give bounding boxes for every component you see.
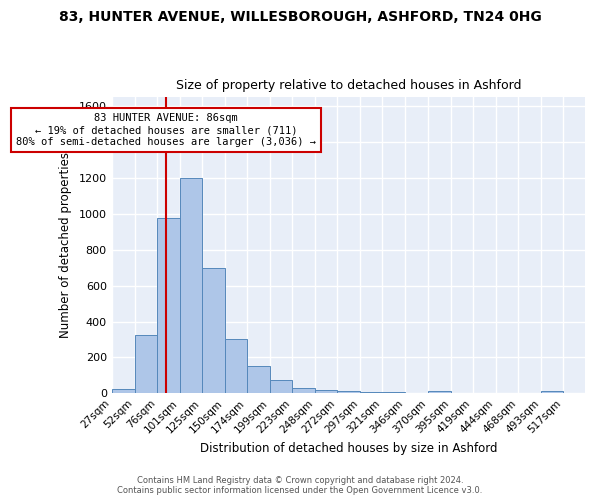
Bar — [202, 268, 225, 394]
X-axis label: Distribution of detached houses by size in Ashford: Distribution of detached houses by size … — [200, 442, 497, 455]
Bar — [247, 366, 270, 394]
Bar — [337, 391, 360, 394]
Bar — [541, 391, 563, 394]
Y-axis label: Number of detached properties: Number of detached properties — [59, 152, 71, 338]
Bar — [225, 338, 247, 394]
Bar — [157, 218, 180, 394]
Bar — [180, 178, 202, 394]
Bar — [428, 391, 451, 394]
Text: Contains HM Land Registry data © Crown copyright and database right 2024.
Contai: Contains HM Land Registry data © Crown c… — [118, 476, 482, 495]
Title: Size of property relative to detached houses in Ashford: Size of property relative to detached ho… — [176, 79, 521, 92]
Bar — [360, 392, 382, 394]
Text: 83, HUNTER AVENUE, WILLESBOROUGH, ASHFORD, TN24 0HG: 83, HUNTER AVENUE, WILLESBOROUGH, ASHFOR… — [59, 10, 541, 24]
Bar — [292, 388, 315, 394]
Bar — [270, 380, 292, 394]
Bar — [382, 392, 406, 394]
Bar — [112, 389, 134, 394]
Bar — [315, 390, 337, 394]
Text: 83 HUNTER AVENUE: 86sqm
← 19% of detached houses are smaller (711)
80% of semi-d: 83 HUNTER AVENUE: 86sqm ← 19% of detache… — [16, 114, 316, 146]
Bar — [134, 335, 157, 394]
